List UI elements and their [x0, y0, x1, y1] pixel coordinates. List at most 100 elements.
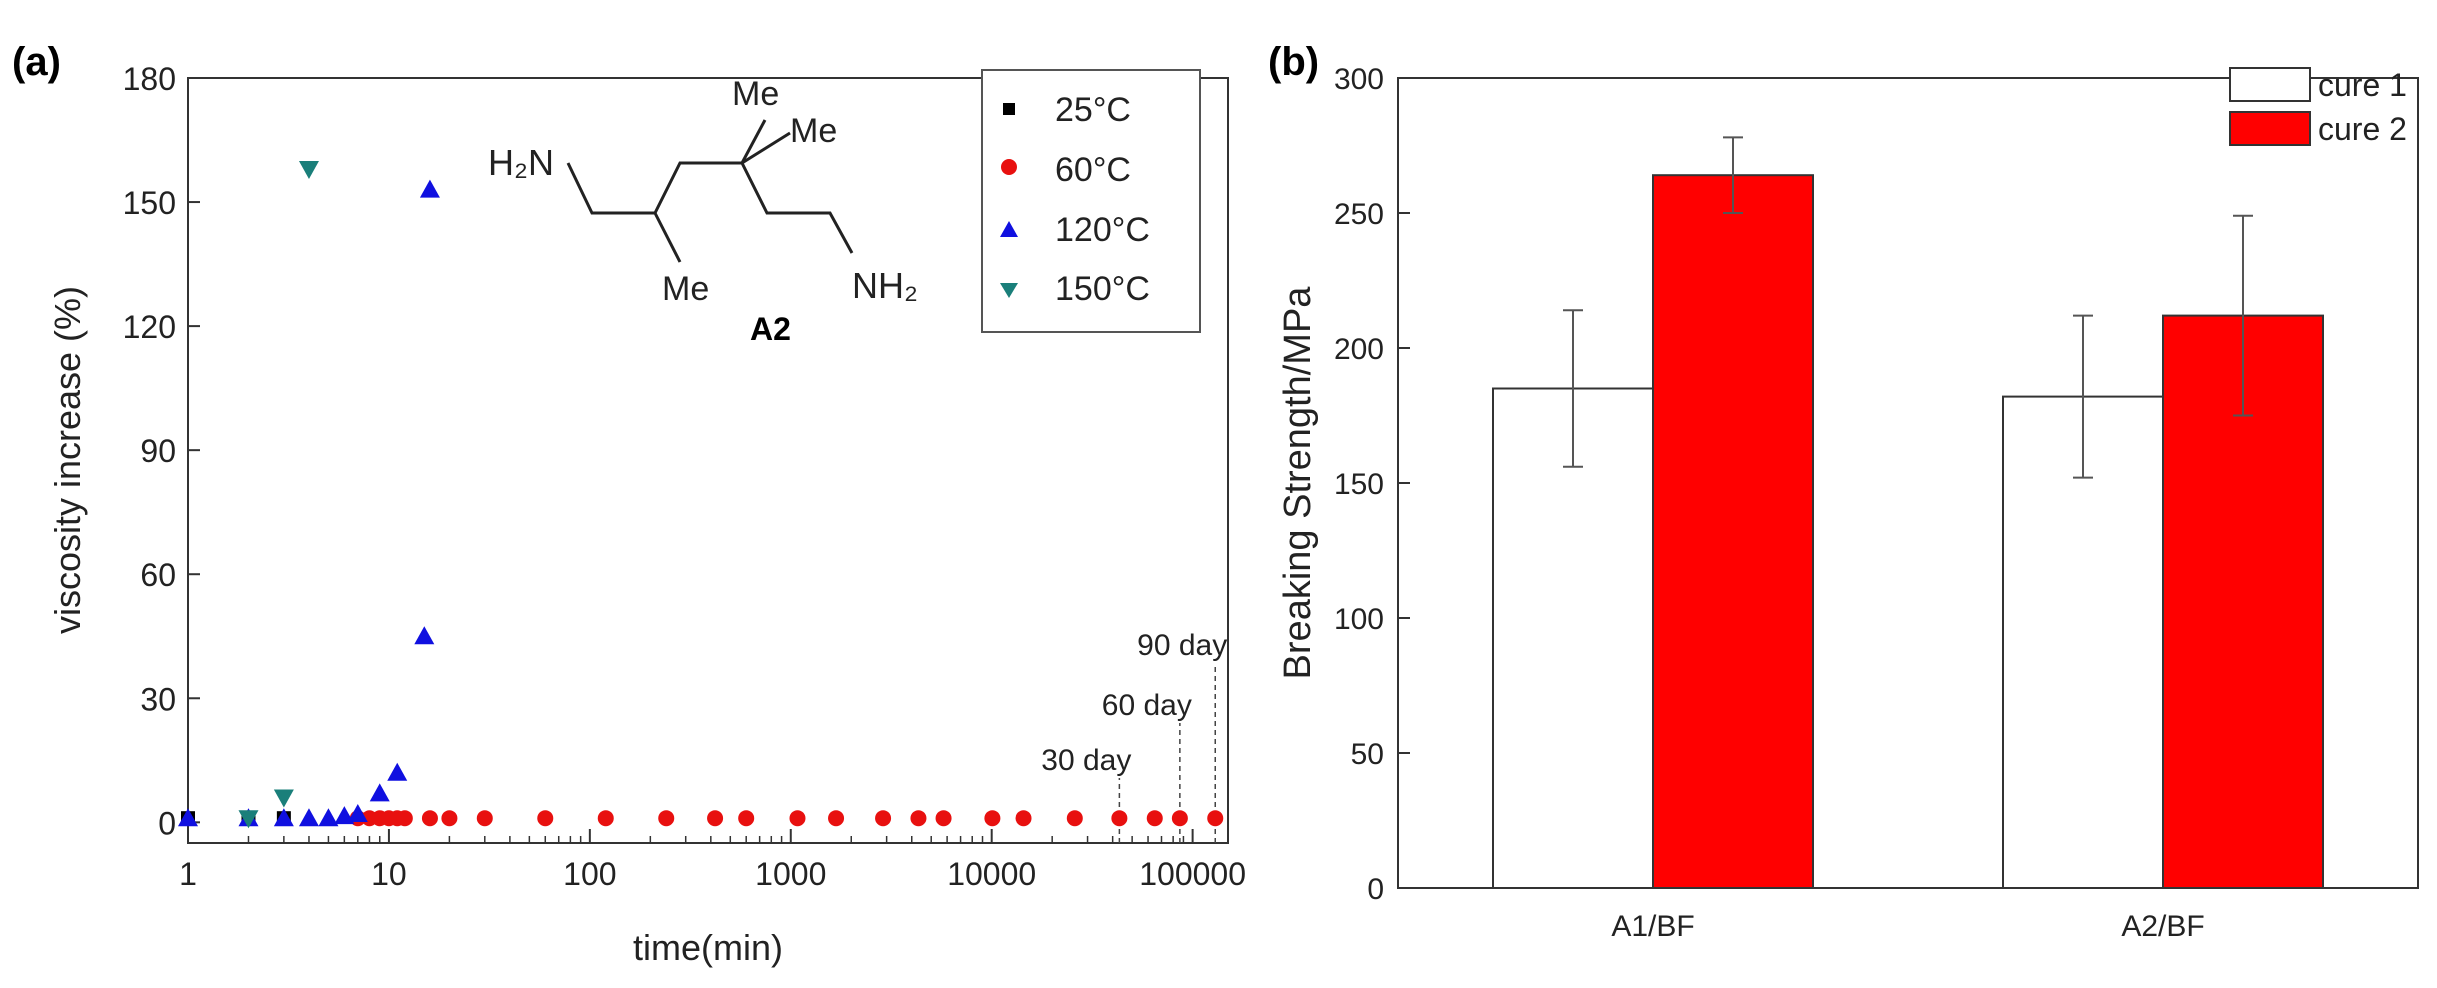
panel-a-data-point [1146, 810, 1163, 827]
panel-a-data-point [369, 783, 390, 802]
panel-a-day-marker-label: 60 day [1102, 689, 1192, 722]
legend-marker-triangle-down [1000, 283, 1018, 298]
panel-a-data-point [273, 808, 294, 827]
panel-a-data-point [935, 810, 952, 827]
structure-a2-amine-right: NH₂ [852, 265, 918, 306]
legend-marker-square [1003, 103, 1015, 115]
panel-a-data-point [828, 810, 845, 827]
structure-a2-methyl-top-1: Me [732, 75, 779, 113]
legend-item-120c: 120°C [1000, 211, 1150, 249]
panel-b-y-ticks: 0 50 100 150 200 250 300 [1334, 63, 1410, 906]
panel-a-x-tick-label: 10000 [947, 856, 1036, 892]
panel-a-data-point [738, 810, 755, 827]
legend-label-cure-2: cure 2 [2318, 111, 2407, 147]
panel-a-x-axis-title: time(min) [633, 927, 783, 968]
panel-a-data-point [421, 810, 438, 827]
structure-a2-bonds [566, 161, 854, 254]
panel-a-data-point [273, 789, 294, 808]
panel-a-x-tick-label: 100000 [1139, 856, 1246, 892]
legend-label-150c: 150°C [1055, 270, 1150, 308]
legend-label-120c: 120°C [1055, 211, 1150, 249]
panel-b-bar-chart: (b) 0 50 100 150 200 250 300 A1/BF A2/BF Breaki… [1268, 40, 2419, 943]
panel-b-y-tick-label: 200 [1334, 333, 1384, 366]
panel-a-data-point [707, 810, 724, 827]
panel-a-data-point [1171, 810, 1188, 827]
panel-a-y-tick-label: 120 [123, 309, 176, 345]
panel-a-y-tick-label: 0 [158, 805, 176, 841]
panel-a-scatter-chart: (a) 0 30 60 90 120 150 180 1 10 100 1000 10000 1000… [12, 40, 1246, 968]
panel-a-day-annotations: 30 day 60 day 90 day [1041, 629, 1227, 843]
panel-a-y-tick-label: 90 [140, 433, 176, 469]
panel-a-legend-box [981, 69, 1201, 333]
panel-a-x-tick-label: 1 [179, 856, 197, 892]
panel-b-y-tick-label: 0 [1367, 873, 1384, 906]
panel-b-y-tick-label: 300 [1334, 63, 1384, 96]
panel-a-data-points [178, 160, 1224, 829]
legend-item-60c: 60°C [1001, 151, 1131, 189]
panel-a-data-point [298, 160, 319, 179]
panel-a-data-point [910, 810, 927, 827]
legend-label-25c: 25°C [1055, 91, 1131, 129]
legend-marker-triangle-up [1000, 221, 1018, 237]
panel-a-data-point [347, 804, 368, 823]
structure-a2-methyl-top-2: Me [790, 112, 837, 150]
panel-a-data-point [658, 810, 675, 827]
structure-a2-methyl-bond-1 [653, 212, 682, 263]
panel-a-data-point [238, 810, 259, 829]
panel-a-data-point [178, 808, 198, 827]
panel-a-plot-frame [187, 77, 1229, 844]
panel-a-legend: 25°C 60°C 120°C 150°C [981, 69, 1201, 333]
panel-a-data-point [984, 810, 1001, 827]
panel-b-category-label: A2/BF [2121, 910, 2204, 943]
legend-label-60c: 60°C [1055, 151, 1131, 189]
panel-a-data-point [318, 808, 339, 827]
panel-b-label: (b) [1268, 40, 1319, 84]
panel-b-bars [1492, 136, 2324, 890]
panel-b-bar [1652, 174, 1814, 889]
panel-a-data-point [1066, 810, 1083, 827]
structure-a2-label: A2 [750, 311, 791, 347]
panel-a-data-point [476, 810, 493, 827]
panel-b-y-axis-title: Breaking Strength/MPa [1277, 286, 1319, 680]
panel-a-data-point [1015, 810, 1032, 827]
panel-a-y-tick-label: 180 [123, 61, 176, 97]
panel-b-category-labels: A1/BF A2/BF [1611, 876, 2205, 943]
panel-a-y-tick-label: 150 [123, 185, 176, 221]
panel-a-data-point [1111, 810, 1128, 827]
panel-a-data-point [441, 810, 458, 827]
panel-a-x-tick-label: 100 [563, 856, 616, 892]
legend-swatch-cure-1 [2229, 67, 2311, 102]
panel-a-data-point [298, 808, 319, 827]
legend-item-25c: 25°C [1003, 91, 1131, 129]
structure-a2-methyl-bottom: Me [662, 270, 709, 308]
panel-a-data-point [597, 810, 614, 827]
panel-b-bar [1492, 387, 1654, 889]
panel-a-data-point [1207, 810, 1224, 827]
panel-a-day-marker-label: 90 day [1137, 629, 1227, 662]
panel-a-x-tick-label: 10 [371, 856, 407, 892]
panel-b-y-tick-label: 250 [1334, 198, 1384, 231]
panel-a-data-point [419, 179, 440, 198]
legend-swatch-cure-2 [2229, 111, 2311, 146]
panel-b-legend: cure 1 cure 2 [2229, 67, 2407, 147]
structure-a2-methyl-bond-3 [741, 131, 791, 165]
panel-a-data-point [396, 810, 413, 827]
panel-a-y-axis-title: viscosity increase (%) [47, 286, 88, 634]
panel-a-y-tick-label: 30 [140, 681, 176, 717]
structure-a2-diagram: H₂N NH₂ Me Me Me A2 [488, 75, 918, 347]
legend-marker-circle [1001, 159, 1017, 175]
panel-a-y-ticks: 0 30 60 90 120 150 180 [123, 61, 200, 841]
panel-a-data-point [537, 810, 554, 827]
panel-a-day-marker-label: 30 day [1041, 744, 1131, 777]
legend-item-150c: 150°C [1000, 270, 1150, 308]
panel-a-y-tick-label: 60 [140, 557, 176, 593]
panel-a-label: (a) [12, 40, 61, 84]
panel-a-x-ticks: 1 10 100 1000 10000 100000 [179, 829, 1246, 892]
panel-a-data-point [387, 762, 408, 781]
panel-b-y-tick-label: 100 [1334, 603, 1384, 636]
structure-a2-methyl-bond-2 [740, 119, 767, 164]
panel-a-x-tick-label: 1000 [755, 856, 826, 892]
panel-a-data-point [414, 626, 435, 645]
structure-a2-amine-left: H₂N [488, 142, 554, 183]
